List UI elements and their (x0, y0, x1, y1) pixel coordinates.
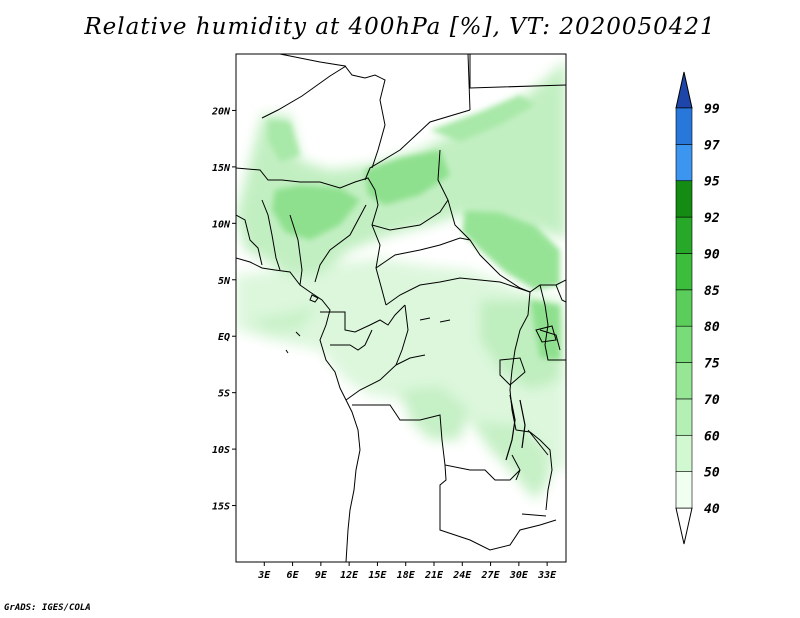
colorbar-label: 75 (704, 357, 720, 372)
colorbar-segment (675, 253, 693, 291)
y-tick-label: 10N (212, 219, 231, 230)
colorbar-segment (675, 107, 693, 145)
colorbar-segment (675, 216, 693, 254)
map-title: Relative humidity at 400hPa [%], VT: 202… (84, 14, 716, 40)
x-tick-label: 30E (509, 570, 529, 581)
country-borders (236, 54, 566, 562)
colorbar-label: 50 (704, 466, 720, 481)
colorbar-segment (675, 362, 693, 400)
colorbar-label: 90 (704, 247, 720, 262)
colorbar-segment (675, 325, 693, 363)
colorbar-label: 80 (704, 320, 720, 335)
latitude-axis: 20N 15N 10N 5N EQ 5S 10S 15S (211, 106, 236, 513)
y-tick-label: 5S (218, 389, 230, 400)
y-tick-label: EQ (218, 332, 230, 343)
x-tick-label: 18E (397, 570, 416, 581)
colorbar-segment (675, 144, 693, 182)
x-tick-label: 9E (315, 570, 328, 581)
colorbar-label: 60 (704, 429, 720, 444)
colorbar-label: 40 (704, 502, 720, 517)
humidity-field (236, 60, 566, 500)
colorbar-label: 92 (704, 211, 720, 226)
colorbar-label: 85 (704, 284, 720, 299)
colorbar-min-arrow (675, 507, 693, 545)
y-tick-label: 15S (212, 502, 230, 513)
colorbar-label: 70 (704, 393, 720, 408)
y-tick-label: 15N (212, 163, 231, 174)
grads-credit: GrADS: IGES/COLA (4, 603, 91, 613)
colorbar: 40 50 60 70 75 80 85 90 92 95 97 99 (675, 71, 720, 545)
longitude-axis: 3E 6E 9E 12E 15E 18E 21E 24E 27E 30E 33E (257, 562, 557, 581)
colorbar-segment (675, 471, 693, 509)
colorbar-segment (675, 434, 693, 472)
colorbar-label: 97 (704, 138, 720, 153)
colorbar-label: 99 (704, 102, 720, 117)
x-tick-label: 12E (340, 570, 359, 581)
map-frame (235, 53, 567, 563)
x-tick-label: 6E (287, 570, 300, 581)
y-tick-label: 20N (211, 106, 231, 117)
colorbar-max-arrow (675, 71, 693, 109)
y-tick-label: 5N (218, 276, 231, 287)
x-tick-label: 3E (257, 570, 271, 581)
x-tick-label: 15E (368, 570, 387, 581)
x-tick-label: 24E (452, 570, 472, 581)
colorbar-segment (675, 180, 693, 218)
colorbar-segment (675, 289, 693, 327)
x-tick-label: 33E (537, 570, 557, 581)
colorbar-label: 95 (704, 175, 720, 190)
x-tick-label: 27E (481, 570, 501, 581)
x-tick-label: 21E (424, 570, 444, 581)
y-tick-label: 10S (212, 445, 230, 456)
colorbar-segment (675, 398, 693, 436)
